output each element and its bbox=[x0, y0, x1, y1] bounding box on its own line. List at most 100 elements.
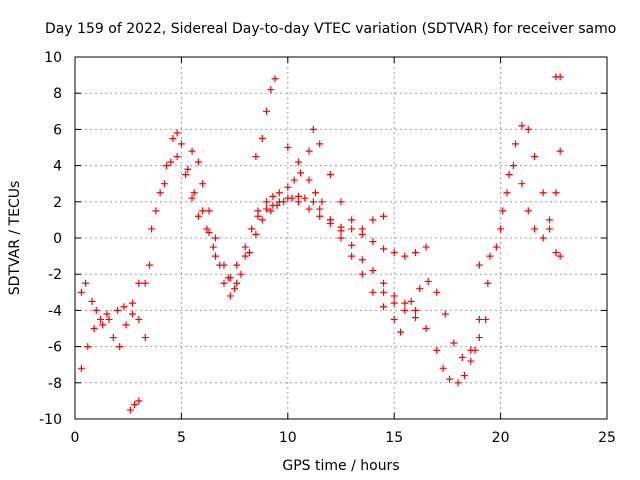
data-point bbox=[263, 198, 271, 206]
data-point bbox=[188, 194, 196, 202]
data-point bbox=[450, 339, 458, 347]
data-point bbox=[141, 334, 149, 342]
data-point bbox=[397, 328, 405, 336]
data-point bbox=[248, 225, 256, 233]
data-point bbox=[390, 248, 398, 256]
data-points bbox=[77, 73, 564, 414]
data-point bbox=[120, 303, 128, 311]
data-point bbox=[505, 171, 513, 179]
data-point bbox=[401, 299, 409, 307]
data-point bbox=[309, 198, 317, 206]
data-point bbox=[556, 73, 564, 81]
data-point bbox=[497, 225, 505, 233]
data-point bbox=[499, 207, 507, 215]
data-point bbox=[411, 314, 419, 322]
data-point bbox=[252, 153, 260, 161]
data-point bbox=[205, 207, 213, 215]
data-point bbox=[524, 207, 532, 215]
data-point bbox=[316, 140, 324, 148]
data-point bbox=[258, 134, 266, 142]
data-point bbox=[199, 180, 207, 188]
data-point bbox=[77, 364, 85, 372]
data-point bbox=[267, 207, 275, 215]
x-tick-label: 25 bbox=[598, 430, 616, 446]
data-point bbox=[422, 243, 430, 251]
data-point bbox=[380, 245, 388, 253]
data-point bbox=[88, 297, 96, 305]
data-point bbox=[275, 189, 283, 197]
data-point bbox=[275, 198, 283, 206]
y-tick-label: 10 bbox=[44, 50, 62, 66]
data-point bbox=[539, 189, 547, 197]
data-point bbox=[441, 310, 449, 318]
data-point bbox=[358, 225, 366, 233]
data-point bbox=[552, 248, 560, 256]
data-point bbox=[220, 261, 228, 269]
data-point bbox=[90, 325, 98, 332]
y-tick-label: -2 bbox=[48, 267, 62, 283]
data-point bbox=[226, 274, 234, 282]
data-point bbox=[311, 189, 319, 197]
y-tick-label: 6 bbox=[53, 122, 62, 138]
data-point bbox=[411, 306, 419, 314]
data-point bbox=[173, 153, 181, 161]
data-point bbox=[422, 325, 430, 332]
data-point bbox=[556, 147, 564, 155]
data-point bbox=[184, 165, 192, 173]
data-point bbox=[254, 212, 262, 220]
data-point bbox=[163, 162, 171, 170]
data-point bbox=[190, 189, 198, 197]
data-point bbox=[116, 343, 124, 351]
data-point bbox=[237, 270, 245, 278]
data-point bbox=[205, 229, 213, 237]
x-tick-label: 15 bbox=[385, 430, 403, 446]
data-point bbox=[401, 252, 409, 260]
data-point bbox=[109, 334, 117, 342]
data-point bbox=[482, 315, 490, 323]
x-tick-label: 10 bbox=[279, 430, 297, 446]
data-point bbox=[211, 234, 219, 242]
data-point bbox=[209, 243, 217, 251]
data-point bbox=[271, 75, 279, 83]
data-point bbox=[301, 194, 309, 202]
data-point bbox=[99, 321, 107, 329]
data-point bbox=[460, 372, 468, 380]
data-point bbox=[199, 207, 207, 215]
x-tick-label: 0 bbox=[71, 430, 80, 446]
data-point bbox=[122, 321, 130, 329]
data-point bbox=[518, 180, 526, 188]
data-point bbox=[416, 285, 424, 293]
data-point bbox=[337, 223, 345, 231]
data-point bbox=[194, 212, 202, 220]
data-point bbox=[182, 171, 190, 179]
data-point bbox=[305, 147, 313, 155]
data-point bbox=[284, 183, 292, 191]
data-point bbox=[411, 248, 419, 256]
data-point bbox=[552, 189, 560, 197]
data-point bbox=[241, 243, 249, 251]
data-point bbox=[348, 252, 356, 260]
data-point bbox=[152, 207, 160, 215]
data-point bbox=[524, 125, 532, 133]
x-tick-label: 20 bbox=[492, 430, 510, 446]
data-point bbox=[348, 241, 356, 249]
data-point bbox=[252, 230, 260, 238]
data-point bbox=[135, 397, 143, 405]
data-point bbox=[220, 279, 228, 287]
data-point bbox=[226, 292, 234, 300]
y-tick-label: 0 bbox=[53, 231, 62, 247]
data-point bbox=[511, 140, 519, 148]
data-point bbox=[267, 86, 275, 94]
y-tick-label: 2 bbox=[53, 195, 62, 211]
data-point bbox=[135, 279, 143, 287]
data-point bbox=[114, 306, 122, 314]
data-point bbox=[369, 216, 377, 224]
data-point bbox=[245, 248, 253, 256]
data-point bbox=[337, 198, 345, 206]
data-point bbox=[269, 201, 277, 209]
data-point bbox=[263, 107, 271, 115]
data-point bbox=[135, 315, 143, 323]
data-point bbox=[284, 194, 292, 202]
data-point bbox=[97, 315, 105, 323]
data-point bbox=[231, 285, 239, 293]
